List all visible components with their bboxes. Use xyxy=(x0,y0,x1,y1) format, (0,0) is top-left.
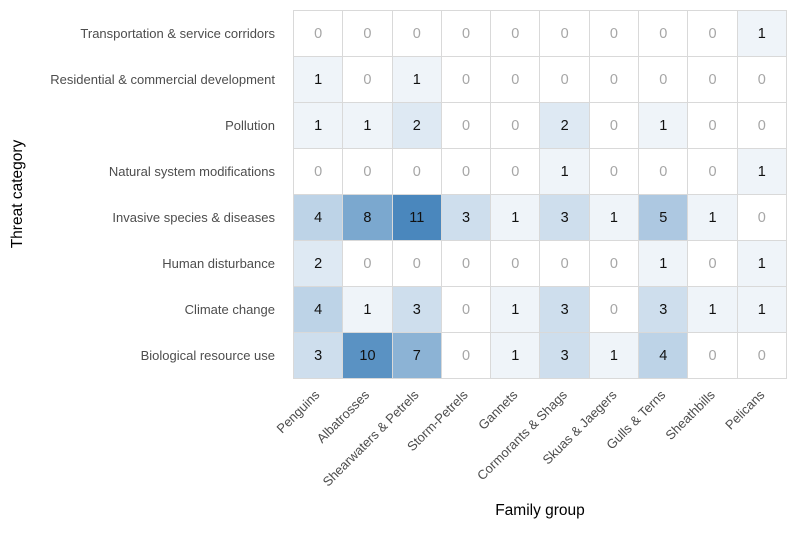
heatmap-cell: 0 xyxy=(737,57,786,102)
heatmap-cell: 4 xyxy=(294,195,343,240)
heatmap-cell: 0 xyxy=(441,149,491,194)
heatmap-cell: 0 xyxy=(491,241,540,286)
heatmap-cell: 1 xyxy=(737,149,786,194)
heatmap-cell: 0 xyxy=(737,195,786,240)
heatmap-cell: 0 xyxy=(392,149,441,194)
heatmap-cell: 11 xyxy=(392,195,441,240)
heatmap-cell: 1 xyxy=(639,241,688,286)
heatmap-cell: 0 xyxy=(441,57,491,102)
heatmap-cell: 0 xyxy=(441,103,491,148)
heatmap-cell: 1 xyxy=(737,287,786,332)
heatmap-cell: 0 xyxy=(589,103,639,148)
heatmap-cell: 0 xyxy=(491,57,540,102)
heatmap-cell: 0 xyxy=(441,333,491,378)
heatmap-cell: 1 xyxy=(589,195,639,240)
x-axis-label: Pelicans xyxy=(722,387,768,433)
heatmap-cell: 0 xyxy=(491,149,540,194)
heatmap-cell: 4 xyxy=(639,333,688,378)
heatmap-cell: 1 xyxy=(589,333,639,378)
heatmap-cell: 0 xyxy=(441,241,491,286)
heatmap-cell: 0 xyxy=(688,241,737,286)
heatmap-cell: 0 xyxy=(343,241,392,286)
heatmap-cell: 0 xyxy=(688,333,737,378)
heatmap-cell: 0 xyxy=(639,57,688,102)
heatmap-cell: 0 xyxy=(392,11,441,56)
heatmap-cell: 0 xyxy=(540,241,589,286)
heatmap-cell: 0 xyxy=(639,11,688,56)
y-axis-label: Invasive species & diseases xyxy=(112,209,275,225)
heatmap-cell: 2 xyxy=(294,241,343,286)
heatmap-cell: 1 xyxy=(392,57,441,102)
heatmap-cell: 0 xyxy=(491,103,540,148)
heatmap-cell: 2 xyxy=(540,103,589,148)
heatmap-cell: 3 xyxy=(441,195,491,240)
x-axis-label: Gannets xyxy=(475,387,521,433)
heatmap-cell: 3 xyxy=(392,287,441,332)
heatmap-cell: 1 xyxy=(737,11,786,56)
heatmap-cell: 0 xyxy=(589,57,639,102)
heatmap-cell: 0 xyxy=(343,149,392,194)
heatmap-cell: 1 xyxy=(491,333,540,378)
heatmap-cell: 0 xyxy=(688,103,737,148)
heatmap-cell: 3 xyxy=(540,195,589,240)
heatmap-cell: 3 xyxy=(639,287,688,332)
heatmap-cell: 0 xyxy=(392,241,441,286)
heatmap-cell: 0 xyxy=(343,11,392,56)
y-axis-label: Transportation & service corridors xyxy=(80,25,275,41)
heatmap-cell: 8 xyxy=(343,195,392,240)
heatmap-cell: 1 xyxy=(737,241,786,286)
heatmap-cell: 0 xyxy=(441,11,491,56)
x-axis-label: Sheathbills xyxy=(662,387,719,443)
heatmap-cell: 1 xyxy=(343,103,392,148)
heatmap-cell: 1 xyxy=(688,287,737,332)
heatmap-cell: 0 xyxy=(540,57,589,102)
heatmap-cell: 1 xyxy=(688,195,737,240)
heatmap-cell: 0 xyxy=(639,149,688,194)
heatmap-cell: 1 xyxy=(491,195,540,240)
y-axis-label: Pollution xyxy=(225,117,275,133)
heatmap-cell: 0 xyxy=(688,57,737,102)
heatmap-cell: 2 xyxy=(392,103,441,148)
y-axis-label: Human disturbance xyxy=(162,255,275,271)
x-axis-label: Shearwaters & Petrels xyxy=(319,387,422,490)
heatmap-cell: 0 xyxy=(343,57,392,102)
heatmap-cell: 0 xyxy=(589,11,639,56)
y-axis-label: Climate change xyxy=(184,301,275,317)
heatmap-cell: 1 xyxy=(540,149,589,194)
heatmap-cell: 4 xyxy=(294,287,343,332)
heatmap-cell: 0 xyxy=(540,11,589,56)
heatmap-cell: 10 xyxy=(343,333,392,378)
heatmap-cell: 1 xyxy=(294,103,343,148)
heatmap-cell: 0 xyxy=(491,11,540,56)
y-axis-label: Natural system modifications xyxy=(108,163,275,179)
heatmap-cell: 3 xyxy=(540,333,589,378)
heatmap-cell: 1 xyxy=(491,287,540,332)
heatmap-cell: 0 xyxy=(737,103,786,148)
x-axis-title: Family group xyxy=(495,502,585,519)
heatmap-cell: 0 xyxy=(441,287,491,332)
heatmap-cell: 0 xyxy=(688,11,737,56)
heatmap-cell: 0 xyxy=(294,11,343,56)
heatmap-cell: 0 xyxy=(589,241,639,286)
y-axis-label: Biological resource use xyxy=(140,347,275,363)
y-axis-label: Residential & commercial development xyxy=(50,71,275,87)
heatmap-cell: 1 xyxy=(294,57,343,102)
heatmap-cell: 7 xyxy=(392,333,441,378)
heatmap-cell: 3 xyxy=(540,287,589,332)
heatmap-cell: 0 xyxy=(737,333,786,378)
heatmap-cell: 0 xyxy=(589,287,639,332)
x-axis-label: Penguins xyxy=(274,387,323,437)
heatmap-cell: 5 xyxy=(639,195,688,240)
y-axis-labels: Transportation & service corridors Reside… xyxy=(0,10,284,378)
heatmap-cell: 0 xyxy=(294,149,343,194)
heatmap-cell: 3 xyxy=(294,333,343,378)
heatmap-cell: 0 xyxy=(589,149,639,194)
heatmap-cell: 1 xyxy=(639,103,688,148)
heatmap-cell: 1 xyxy=(343,287,392,332)
heatmap-cell: 0 xyxy=(688,149,737,194)
x-axis-label: Cormorants & Shags xyxy=(474,387,570,484)
